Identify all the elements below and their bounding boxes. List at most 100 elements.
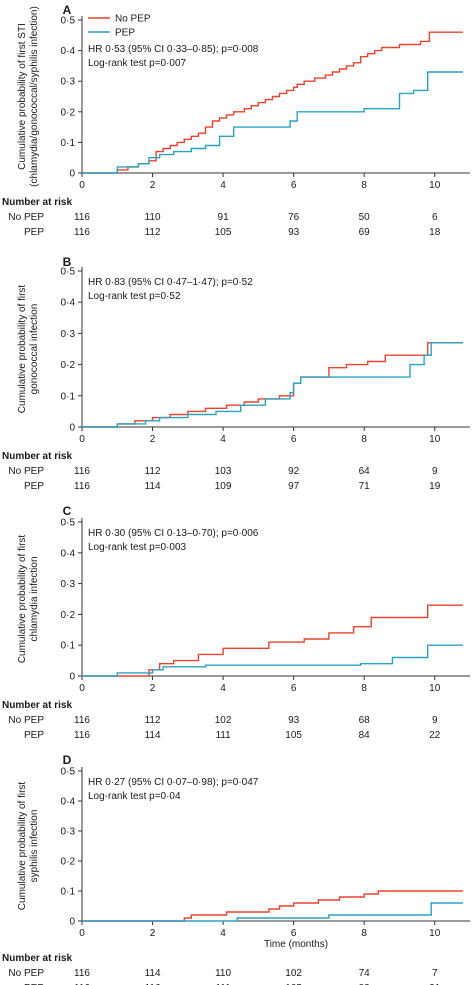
risk-value: 102 [285,968,302,979]
y-tick-label: 0 [69,169,75,180]
y-tick-label: 0·1 [61,391,76,402]
panel-letter: B [63,255,72,269]
risk-row-label: PEP [24,227,44,238]
risk-value: 116 [74,730,90,741]
y-axis-label: Cumulative probability of firstchlamydia… [17,535,40,664]
risk-row-label: PEP [24,730,44,741]
risk-value: 116 [74,715,90,726]
risk-value: 76 [288,212,300,223]
risk-value: 116 [74,227,90,238]
risk-value: 110 [145,212,161,223]
risk-value: 6 [432,212,438,223]
y-tick-label: 0·2 [61,360,76,371]
y-tick-label: 0·3 [61,77,76,88]
y-tick-label: 0·2 [61,857,76,868]
risk-row-label: No PEP [8,715,44,726]
risk-value: 71 [359,481,371,492]
risk-value: 109 [215,481,232,492]
x-tick-label: 6 [291,180,297,191]
y-tick-label: 0·5 [61,518,76,529]
risk-value: 105 [285,983,302,985]
legend-label: No PEP [115,14,151,25]
risk-value: 50 [359,212,371,223]
y-axis-label-line: Cumulative probability of first STI [17,23,28,170]
risk-value: 9 [432,715,438,726]
x-tick-label: 4 [220,180,226,191]
series-line-no-pep [82,342,463,428]
x-tick-label: 8 [361,928,367,939]
y-tick-label: 0·3 [61,579,76,590]
x-tick-label: 10 [429,928,441,939]
y-tick-label: 0·4 [61,298,76,309]
panel-a: A 0 0·1 0·2 0·3 0·4 0·5 0 2 4 6 8 10 Cumulative proba… [2,3,470,238]
number-at-risk-title: Number at risk [2,953,72,964]
number-at-risk-title: Number at risk [2,451,72,462]
risk-value: 64 [359,466,371,477]
x-tick-label: 8 [361,683,367,694]
risk-value: 112 [145,715,161,726]
risk-value: 83 [359,983,371,985]
risk-value: 111 [215,983,231,985]
risk-value: 68 [359,715,371,726]
y-tick-label: 0·2 [61,107,76,118]
stat-annotation: HR 0·30 (95% CI 0·13–0·70); p=0·006 [88,528,259,539]
y-tick-label: 0·5 [61,267,76,278]
y-tick-label: 0·4 [61,46,76,57]
risk-value: 116 [74,466,90,477]
risk-value: 110 [215,968,231,979]
x-tick-label: 4 [220,434,226,445]
series-line-no-pep [82,604,463,677]
x-tick-label: 6 [291,683,297,694]
x-tick-label: 2 [150,928,156,939]
x-tick-label: 8 [361,434,367,445]
risk-value: 105 [215,227,232,238]
panel-letter: A [63,3,72,17]
series-line-no-pep [82,890,463,922]
risk-value: 102 [215,715,232,726]
risk-row-label: No PEP [8,466,44,477]
risk-row-label: PEP [24,481,44,492]
panel-b: B 0 0·1 0·2 0·3 0·4 0·5 0 2 4 6 8 10 Cumulative proba… [2,255,470,492]
risk-value: 19 [429,481,441,492]
y-tick-label: 0·5 [61,767,76,778]
risk-value: 21 [429,983,441,985]
stat-annotation: HR 0·27 (95% CI 0·07–0·98); p=0·047 [88,777,259,788]
risk-value: 91 [218,212,230,223]
y-axis-label-line: Cumulative probability of first [17,782,28,911]
x-tick-label: 10 [429,434,441,445]
risk-value: 114 [145,730,161,741]
risk-value: 92 [288,466,300,477]
stat-annotation: Log-rank test p=0·003 [88,542,187,553]
risk-value: 116 [74,481,90,492]
risk-value: 112 [145,466,161,477]
x-tick-label: 10 [429,683,441,694]
y-tick-label: 0·4 [61,797,76,808]
risk-value: 93 [288,227,300,238]
number-at-risk-title: Number at risk [2,197,72,208]
risk-value: 84 [359,730,371,741]
y-tick-label: 0·3 [61,827,76,838]
x-tick-label: 2 [150,180,156,191]
x-tick-label: 4 [220,683,226,694]
number-at-risk-title: Number at risk [2,700,72,711]
risk-value: 69 [359,227,371,238]
risk-value: 7 [432,968,438,979]
risk-value: 105 [285,730,302,741]
y-tick-label: 0·5 [61,16,76,27]
x-tick-label: 0 [79,683,85,694]
panel-letter: D [63,753,72,767]
risk-value: 93 [288,715,300,726]
risk-value: 97 [288,481,300,492]
y-tick-label: 0·3 [61,329,76,340]
y-axis-label-line: gonococcal infection [29,304,40,395]
risk-row-label: PEP [24,983,44,985]
risk-value: 74 [359,968,371,979]
risk-row-label: No PEP [8,212,44,223]
stat-annotation: Log-rank test p=0·04 [88,791,181,802]
x-tick-label: 6 [291,928,297,939]
risk-value: 116 [74,212,90,223]
y-axis-label: Cumulative probability of firstgonococca… [17,285,40,414]
stat-annotation: Log-rank test p=0·52 [88,291,181,302]
